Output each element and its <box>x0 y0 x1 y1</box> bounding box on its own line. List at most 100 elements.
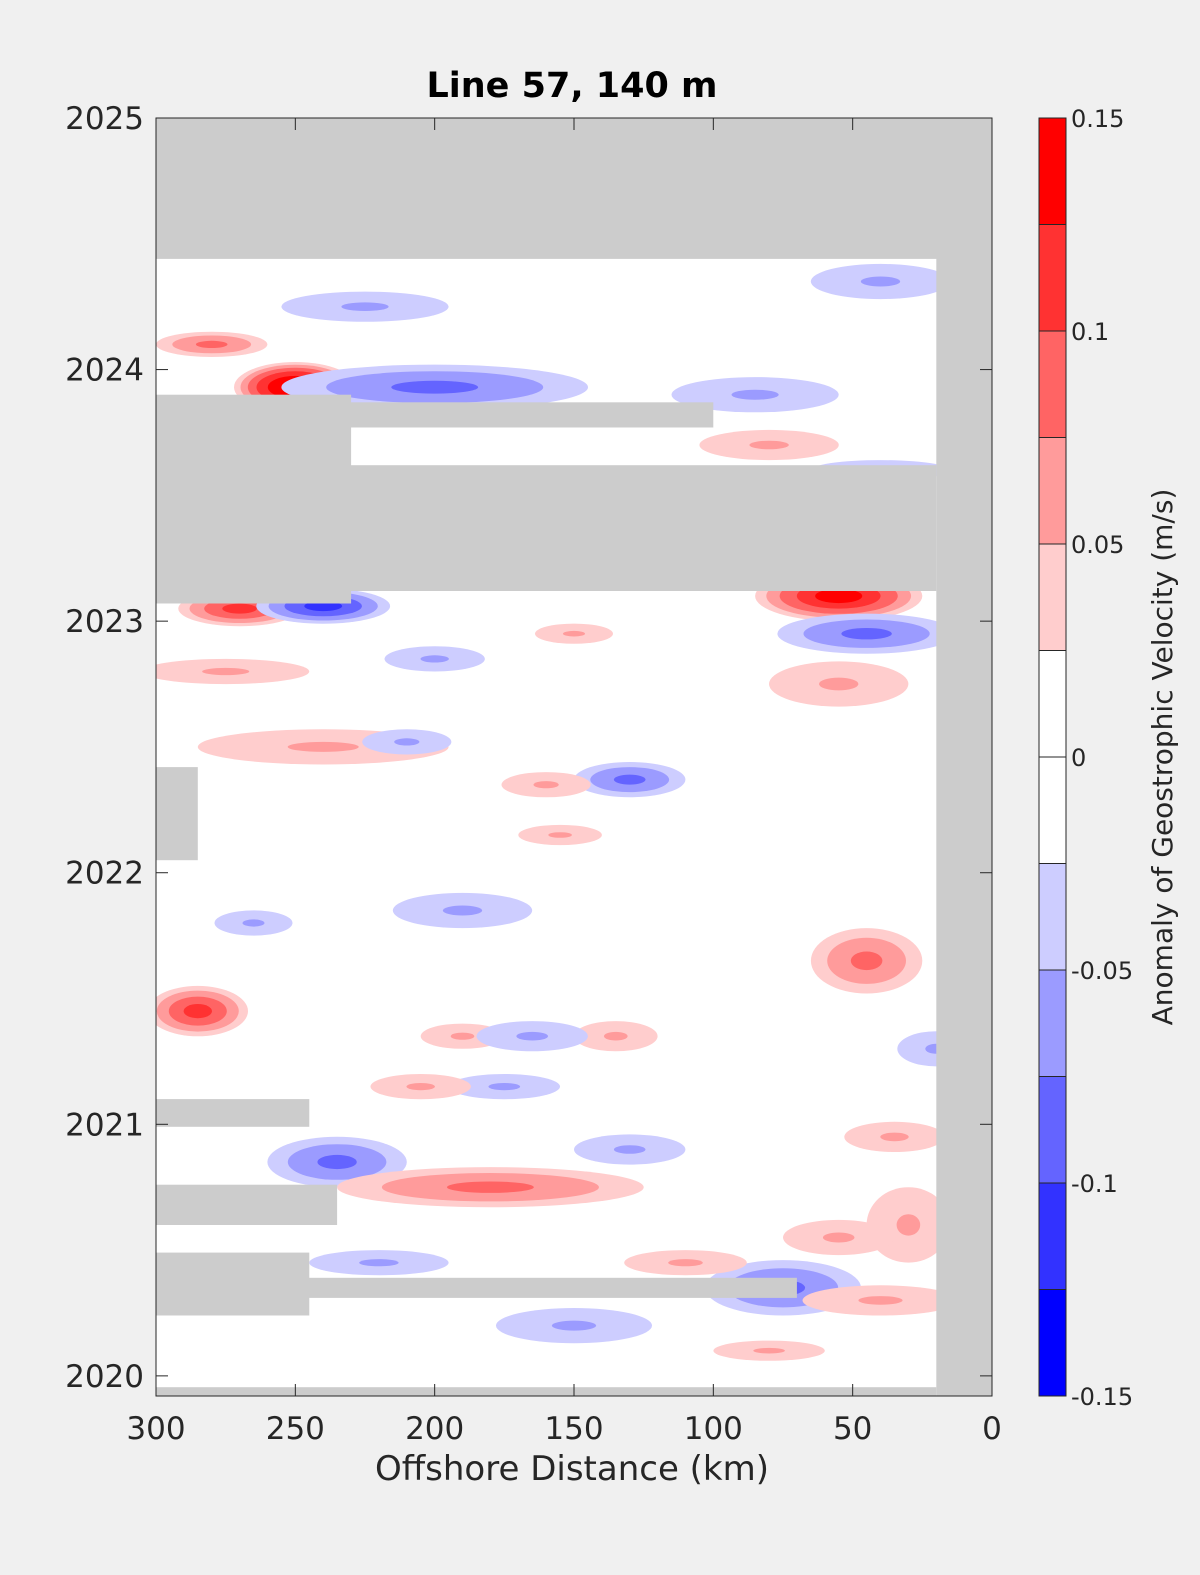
x-tick-label: 250 <box>266 1411 325 1447</box>
colorbar-tick-label: 0.1 <box>1071 318 1109 346</box>
x-tick-label: 100 <box>684 1411 743 1447</box>
anomaly-blob <box>574 1134 686 1165</box>
anomaly-blob <box>574 1021 658 1052</box>
anomaly-blob <box>370 1074 471 1100</box>
anomaly-contour <box>822 1232 855 1243</box>
anomaly-blob <box>337 1167 644 1208</box>
anomaly-contour <box>731 389 779 400</box>
anomaly-blob <box>777 613 956 654</box>
anomaly-blob <box>574 762 686 798</box>
anomaly-contour <box>304 601 343 612</box>
anomaly-contour <box>613 1145 646 1154</box>
anomaly-blob <box>156 658 310 685</box>
anomaly-contour <box>896 1214 921 1236</box>
anomaly-blob <box>713 1340 825 1361</box>
colorbar-band <box>1039 970 1066 1077</box>
anomaly-contour <box>753 1347 785 1354</box>
colorbar-band <box>1039 544 1066 651</box>
nodata-region <box>156 1277 797 1298</box>
nodata-region <box>936 118 992 1396</box>
x-axis-title: Offshore Distance (km) <box>375 1449 769 1489</box>
colorbar-title: Anomaly of Geostrophic Velocity (m/s) <box>1146 489 1179 1026</box>
anomaly-contour <box>815 588 863 604</box>
anomaly-contour <box>450 1032 475 1040</box>
nodata-region <box>156 1252 310 1316</box>
anomaly-contour <box>222 603 257 614</box>
anomaly-contour <box>880 1132 909 1142</box>
colorbar-tick-label: 0.05 <box>1071 531 1124 559</box>
anomaly-blob <box>362 729 452 755</box>
colorbar: 0.15 0.1 0.05 0 -0.05 -0.1 -0.15 Anomaly of Ge… <box>1038 105 1179 1411</box>
anomaly-blob <box>518 824 602 846</box>
colorbar-band <box>1039 224 1066 331</box>
colorbar-band <box>1039 650 1066 757</box>
anomaly-contour <box>447 1181 534 1193</box>
nodata-region <box>156 118 992 259</box>
anomaly-blob <box>156 985 248 1037</box>
anomaly-contour <box>548 832 572 838</box>
anomaly-contour <box>668 1259 703 1267</box>
x-axis-tick-labels: 300 250 200 150 100 50 0 <box>126 1411 1001 1447</box>
anomaly-blob <box>496 1308 652 1344</box>
axis-tick-marks <box>155 117 993 1396</box>
anomaly-contour <box>391 380 479 394</box>
anomaly-contour <box>516 1031 548 1041</box>
x-tick-label: 0 <box>982 1411 1002 1447</box>
chart-title: Line 57, 140 m <box>426 66 717 106</box>
anomaly-blob <box>699 429 839 461</box>
colorbar-tick-label: -0.15 <box>1071 1383 1133 1411</box>
anomaly-contour <box>563 630 585 637</box>
nodata-region <box>156 1387 937 1396</box>
y-tick-label: 2022 <box>65 856 144 892</box>
colorbar-band <box>1039 1289 1066 1396</box>
anomaly-blob <box>309 1250 449 1276</box>
y-axis-tick-labels: 2020 2021 2022 2023 2024 2025 <box>65 101 144 1395</box>
anomaly-blob <box>448 1074 560 1100</box>
anomaly-contour <box>242 919 265 927</box>
y-tick-label: 2023 <box>65 604 144 640</box>
anomaly-contour <box>819 677 859 691</box>
anomaly-blob <box>624 1250 747 1276</box>
anomaly-contour <box>442 905 483 916</box>
nodata-region <box>156 1184 338 1225</box>
colorbar-tick-labels: 0.15 0.1 0.05 0 -0.05 -0.1 -0.15 <box>1060 105 1133 1411</box>
colorbar-tick-label: -0.05 <box>1071 957 1133 985</box>
x-tick-label: 150 <box>544 1411 603 1447</box>
anomaly-contour <box>858 1296 903 1305</box>
plot-area <box>155 117 993 1397</box>
x-tick-label: 200 <box>405 1411 464 1447</box>
anomaly-contour <box>488 1083 521 1091</box>
anomaly-contour <box>202 667 250 676</box>
anomaly-blob <box>281 364 588 410</box>
anomaly-blob <box>844 1121 945 1152</box>
anomaly-blob <box>476 1021 588 1052</box>
y-tick-label: 2020 <box>65 1359 144 1395</box>
colorbar-band <box>1039 757 1066 864</box>
anomaly-blob <box>810 928 923 994</box>
anomaly-contour <box>613 774 646 785</box>
colorbar-bands <box>1039 118 1066 1396</box>
anomaly-contour <box>195 340 228 348</box>
nodata-regions <box>156 118 992 1396</box>
colorbar-band <box>1039 437 1066 544</box>
anomaly-contour <box>841 628 892 640</box>
colorbar-tick-label: -0.1 <box>1071 1170 1118 1198</box>
anomaly-blob <box>535 623 613 644</box>
colorbar-band <box>1039 1183 1066 1290</box>
x-tick-label: 50 <box>833 1411 872 1447</box>
anomaly-contour <box>394 738 420 746</box>
anomaly-contour <box>359 1259 399 1267</box>
anomaly-contour <box>749 440 789 450</box>
anomaly-contour <box>341 302 389 312</box>
anomaly-contour <box>850 951 883 971</box>
anomaly-contour <box>317 1154 357 1170</box>
colorbar-band <box>1039 118 1066 225</box>
colorbar-band <box>1039 331 1066 438</box>
anomaly-blob <box>281 291 449 322</box>
x-tick-label: 300 <box>126 1411 185 1447</box>
nodata-region <box>156 394 352 604</box>
anomaly-blob <box>156 331 268 357</box>
y-tick-label: 2021 <box>65 1107 144 1143</box>
colorbar-tick-label: 0 <box>1071 744 1086 772</box>
